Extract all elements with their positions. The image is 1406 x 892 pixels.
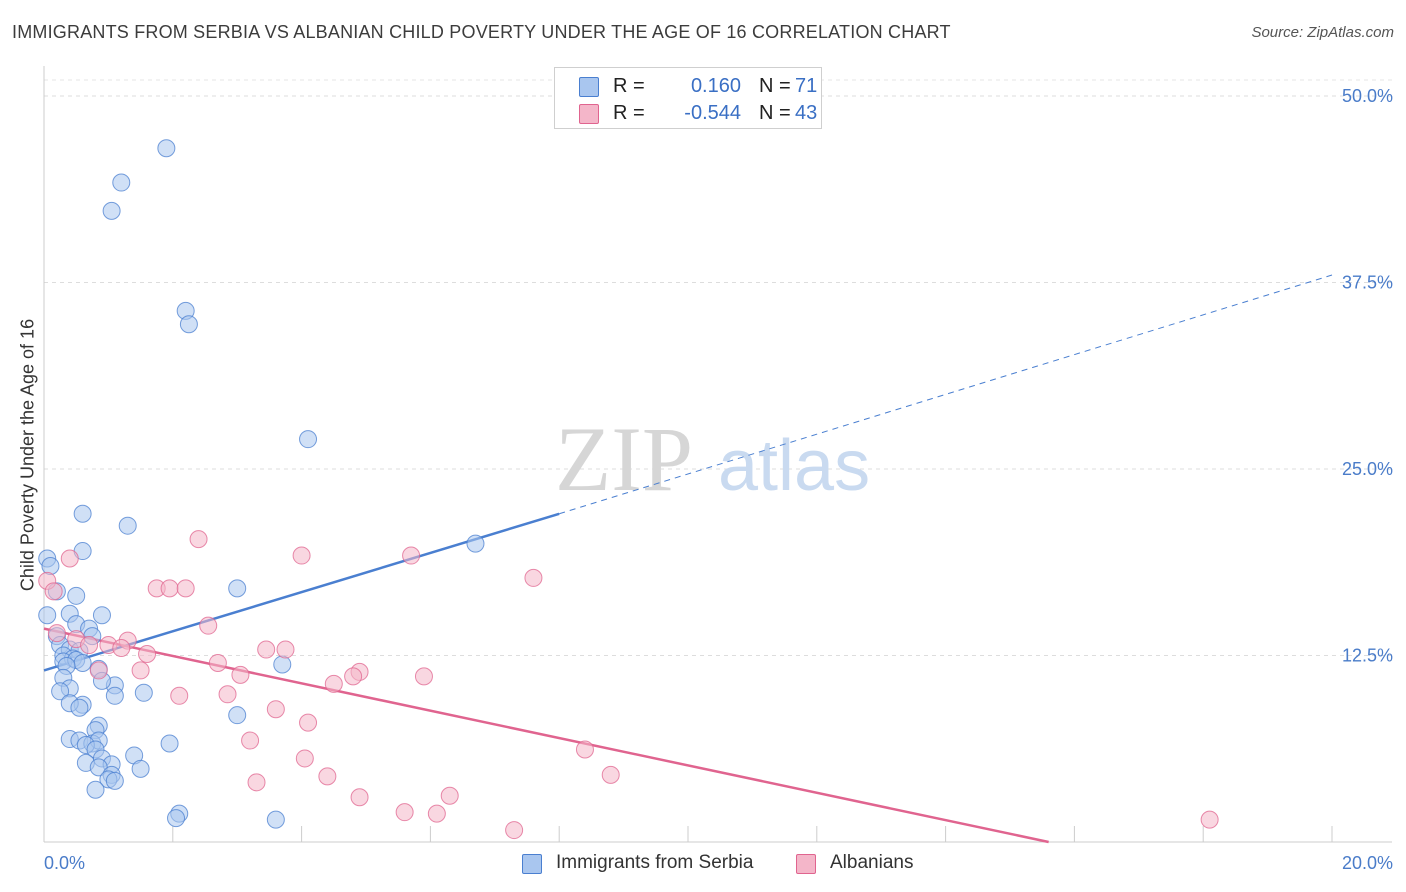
point-serbia [102,201,121,220]
y-tick-label: 25.0% [1342,459,1393,479]
point-albanians [524,568,543,587]
tick-labels: 12.5% 25.0% 37.5% 50.0% 0.0% 20.0% [44,86,1393,873]
point-albanians [257,640,276,659]
point-albanians [318,767,337,786]
point-albanians [44,582,63,601]
point-serbia [273,655,292,674]
serbia-swatch [522,854,542,874]
point-albanians [266,700,285,719]
point-albanians [505,821,524,840]
trend-line-albanians [43,627,1049,844]
point-albanians [350,788,369,807]
trend-lines [43,274,1333,844]
point-serbia [131,759,150,778]
point-albanians [218,685,237,704]
point-albanians [1200,810,1219,829]
r-value-serbia: 0.160 [690,75,741,97]
point-albanians [189,530,208,549]
r-label: R = [613,75,645,97]
albanians-swatch [579,104,599,124]
point-serbia [105,686,124,705]
legend-series: Immigrants from Serbia Albanians [0,850,1406,880]
point-albanians [231,665,250,684]
x-tick-label: 0.0% [44,853,85,873]
point-albanians [112,639,131,658]
point-serbia [51,682,70,701]
point-albanians [575,740,594,759]
legend-label-serbia: Immigrants from Serbia [556,852,754,873]
point-serbia [41,556,60,575]
chart-title: IMMIGRANTS FROM SERBIA VS ALBANIAN CHILD… [12,22,951,42]
serbia-swatch [579,77,599,97]
n-value-albanians: 43 [795,102,818,124]
point-albanians [131,661,150,680]
point-albanians [160,579,179,598]
point-albanians [402,546,421,565]
point-serbia [266,810,285,829]
r-value-albanians: -0.544 [684,102,741,124]
point-serbia [67,586,86,605]
grid-lines [44,79,1392,656]
point-albanians [292,546,311,565]
source-credit: Source: ZipAtlas.com [1251,24,1394,41]
albanians-swatch [796,854,816,874]
point-albanians [241,731,260,750]
point-albanians [170,686,189,705]
x-tick-label: 20.0% [1342,853,1393,873]
data-points [38,139,1219,840]
point-albanians [47,624,66,643]
trend-line-serbia-extension [559,274,1333,515]
legend-label-albanians: Albanians [830,852,914,873]
point-albanians [89,661,108,680]
y-tick-label: 37.5% [1342,273,1393,293]
axes [43,66,1392,843]
point-albanians [344,667,363,686]
y-tick-label: 50.0% [1342,86,1393,106]
point-serbia [299,430,318,449]
point-albanians [247,773,266,792]
point-albanians [276,640,295,659]
point-albanians [395,803,414,822]
point-serbia [179,315,198,334]
legend-stats: R = 0.160 N = 71 R = -0.544 N = 43 [554,67,822,129]
n-value-serbia: 71 [795,75,818,97]
point-albanians [324,674,343,693]
point-serbia [73,653,92,672]
r-label: R = [613,102,645,124]
point-serbia [228,579,247,598]
point-serbia [118,516,137,535]
point-albanians [414,667,433,686]
point-albanians [208,653,227,672]
point-albanians [440,786,459,805]
point-serbia [228,706,247,725]
n-label: N = [759,75,791,97]
point-albanians [199,616,218,635]
point-serbia [105,771,124,790]
point-albanians [60,549,79,568]
watermark-zip: ZIP [555,408,693,510]
point-albanians [80,636,99,655]
n-label: N = [759,102,791,124]
point-albanians [427,804,446,823]
point-serbia [112,173,131,192]
point-serbia [466,534,485,553]
point-serbia [38,606,57,625]
point-albanians [601,765,620,784]
point-serbia [157,139,176,158]
point-serbia [86,780,105,799]
point-albanians [176,579,195,598]
watermark: ZIP atlas [555,408,870,510]
point-serbia [70,698,89,717]
point-serbia [134,683,153,702]
point-serbia [73,504,92,523]
point-albanians [299,713,318,732]
watermark-atlas: atlas [718,426,870,506]
point-albanians [138,645,157,664]
point-albanians [295,749,314,768]
point-serbia [167,809,186,828]
point-serbia [92,606,111,625]
point-serbia [160,734,179,753]
y-tick-label: 12.5% [1342,646,1393,666]
